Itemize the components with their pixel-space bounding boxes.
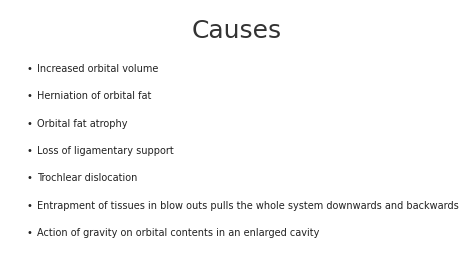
- Text: Entrapment of tissues in blow outs pulls the whole system downwards and backward: Entrapment of tissues in blow outs pulls…: [37, 201, 459, 211]
- Text: Loss of ligamentary support: Loss of ligamentary support: [37, 146, 174, 156]
- Text: Orbital fat atrophy: Orbital fat atrophy: [37, 119, 128, 129]
- Text: Increased orbital volume: Increased orbital volume: [37, 64, 158, 74]
- Text: Action of gravity on orbital contents in an enlarged cavity: Action of gravity on orbital contents in…: [37, 228, 319, 238]
- Text: •: •: [26, 119, 32, 129]
- Text: •: •: [26, 64, 32, 74]
- Text: •: •: [26, 91, 32, 101]
- Text: •: •: [26, 173, 32, 184]
- Text: Causes: Causes: [192, 19, 282, 43]
- Text: •: •: [26, 146, 32, 156]
- Text: •: •: [26, 201, 32, 211]
- Text: Trochlear dislocation: Trochlear dislocation: [37, 173, 137, 184]
- Text: Herniation of orbital fat: Herniation of orbital fat: [37, 91, 151, 101]
- Text: •: •: [26, 228, 32, 238]
